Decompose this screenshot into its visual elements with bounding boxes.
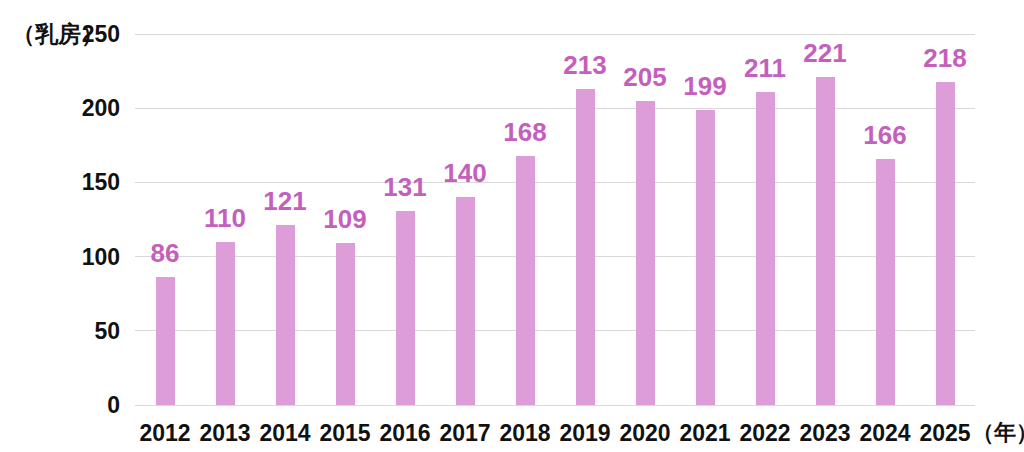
bar-value-label-2024: 166: [855, 121, 915, 149]
gridline-100: [135, 256, 975, 257]
y-tick-label-100: 100: [60, 244, 120, 270]
bar-2015: [336, 243, 355, 405]
y-tick-label-50: 50: [60, 318, 120, 344]
bar-2016: [396, 211, 415, 405]
y-tick-label-150: 150: [60, 169, 120, 195]
bar-2012: [156, 277, 175, 405]
bar-value-label-2013: 110: [195, 204, 255, 232]
gridline-0: [135, 405, 975, 406]
bar-value-label-2017: 140: [435, 159, 495, 187]
x-tick-label-2016: 2016: [375, 420, 435, 446]
gridline-200: [135, 108, 975, 109]
bar-value-label-2015: 109: [315, 205, 375, 233]
bar-2021: [696, 110, 715, 405]
x-tick-label-2025: 2025: [915, 420, 975, 446]
x-tick-label-2015: 2015: [315, 420, 375, 446]
bar-value-label-2022: 211: [735, 54, 795, 82]
bar-value-label-2023: 221: [795, 39, 855, 67]
bar-2022: [756, 92, 775, 405]
plot-area: 86110121109131140168 213205199211221 166 21…: [135, 34, 975, 405]
gridline-250: [135, 34, 975, 35]
bar-value-label-2021: 199: [675, 72, 735, 100]
x-tick-label-2018: 2018: [495, 420, 555, 446]
bar-2013: [216, 242, 235, 405]
bar-value-label-2016: 131: [375, 173, 435, 201]
x-tick-label-2024: 2024: [855, 420, 915, 446]
bar-value-label-2020: 205: [615, 63, 675, 91]
bar-value-label-2025: 218: [915, 44, 975, 72]
y-tick-label-200: 200: [60, 95, 120, 121]
y-tick-label-250: 250: [60, 21, 120, 47]
x-tick-label-2013: 2013: [195, 420, 255, 446]
x-tick-label-2022: 2022: [735, 420, 795, 446]
x-tick-label-2021: 2021: [675, 420, 735, 446]
x-tick-label-2014: 2014: [255, 420, 315, 446]
x-tick-label-2020: 2020: [615, 420, 675, 446]
y-tick-label-0: 0: [60, 392, 120, 418]
x-tick-label-2017: 2017: [435, 420, 495, 446]
bar-2014: [276, 225, 295, 405]
bar-value-label-2012: 86: [135, 239, 195, 267]
bar-2020: [636, 101, 655, 405]
bar-value-label-2019: 213: [555, 51, 615, 79]
bar-2024: [876, 159, 895, 405]
bar-value-label-2018: 168: [495, 118, 555, 146]
bar-2018: [516, 156, 535, 405]
bar-2025: [936, 82, 955, 406]
x-axis-unit-label: （年）: [972, 420, 1024, 446]
bar-2017: [456, 197, 475, 405]
bar-chart: （乳房） 86110121109131140168213205199211221…: [0, 0, 1024, 452]
bar-2023: [816, 77, 835, 405]
gridline-150: [135, 182, 975, 183]
bar-value-label-2014: 121: [255, 187, 315, 215]
x-tick-label-2023: 2023: [795, 420, 855, 446]
x-tick-label-2012: 2012: [135, 420, 195, 446]
gridline-50: [135, 330, 975, 331]
bar-2019: [576, 89, 595, 405]
x-tick-label-2019: 2019: [555, 420, 615, 446]
